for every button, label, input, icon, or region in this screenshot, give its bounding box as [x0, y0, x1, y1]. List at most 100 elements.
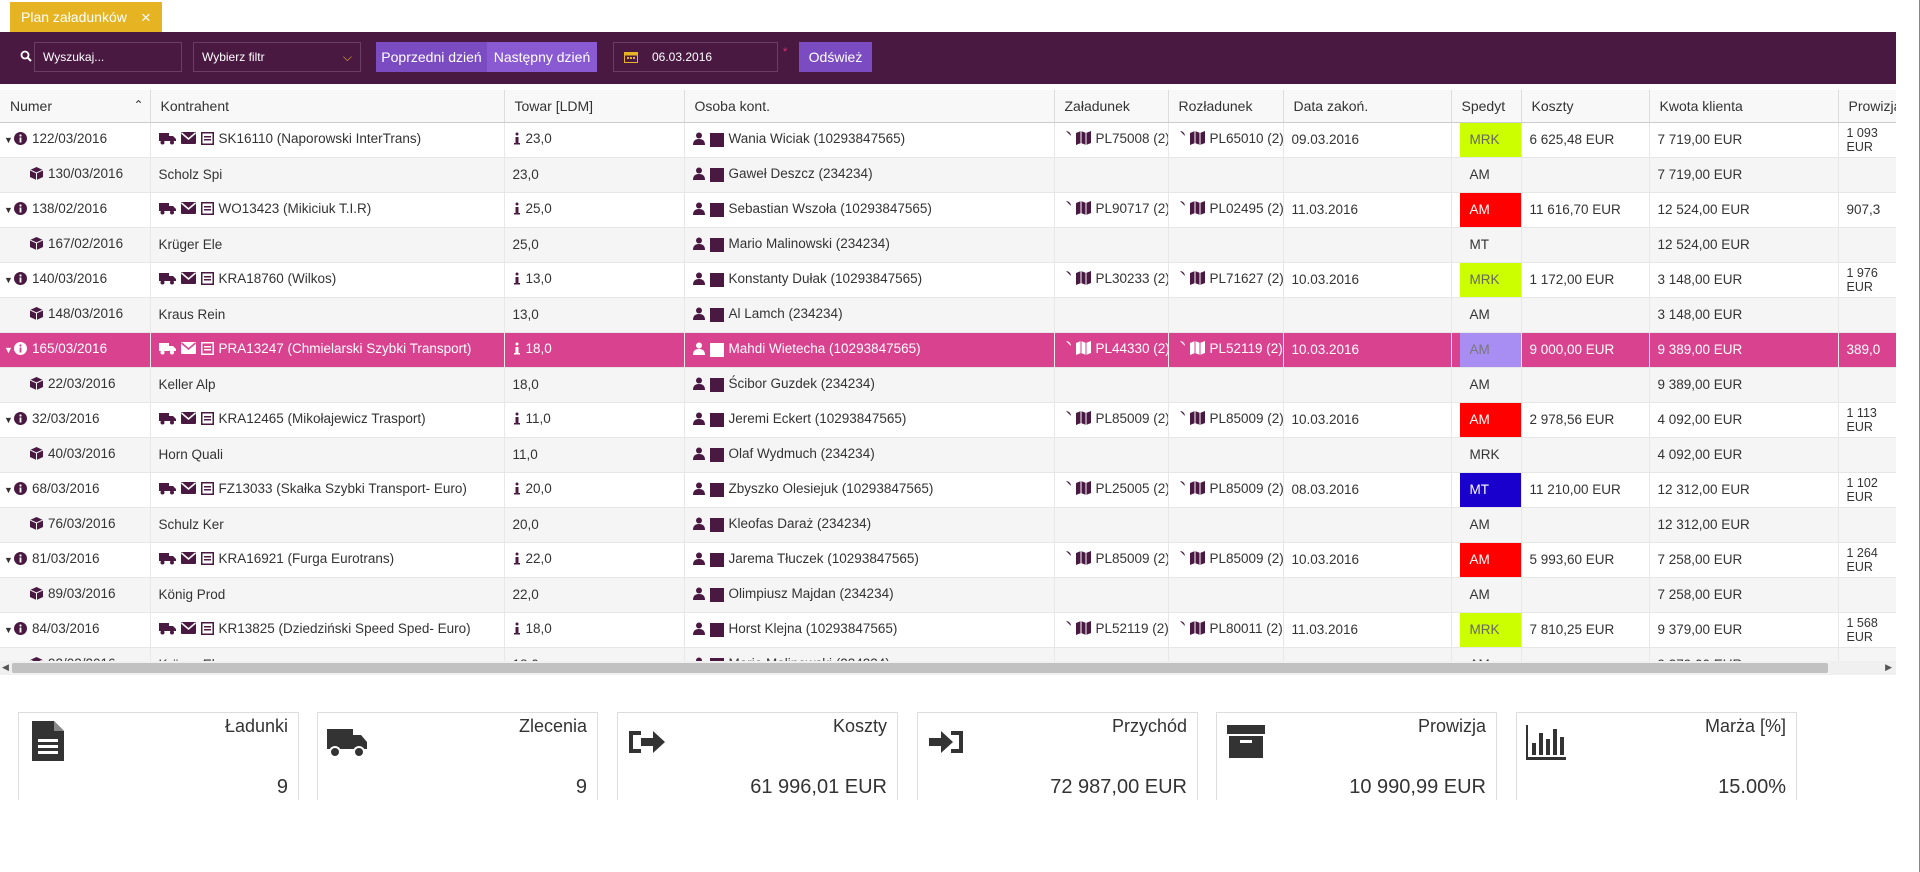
commission: 1 976 — [1846, 265, 1878, 280]
expand-toggle-icon[interactable]: ▼ — [4, 485, 13, 496]
next-day-button[interactable]: Następny dzień — [487, 42, 597, 72]
table-row-child[interactable]: 89/03/2016 König Prod 22,0 Olimpiusz Majdan… — [0, 577, 1896, 613]
refresh-button[interactable]: Odśwież — [799, 42, 872, 72]
cell-kwota: 3 148,00 EUR — [1649, 297, 1839, 333]
col-header-osoba[interactable]: Osoba kont. — [684, 90, 1055, 123]
cell-kontrahent: KR13825 (Dziedziński Speed Sped- Euro) — [150, 612, 505, 648]
box-icon — [29, 516, 44, 533]
col-header-kontrahent[interactable]: Kontrahent — [150, 90, 505, 123]
col-header-rozladunek[interactable]: Rozładunek — [1168, 90, 1284, 123]
scroll-right-icon[interactable]: ▶ — [1885, 662, 1892, 672]
row-number: 81/03/2016 — [32, 551, 100, 567]
expand-toggle-icon[interactable]: ▼ — [4, 555, 13, 566]
cell-prowizja — [1838, 297, 1896, 333]
col-header-data[interactable]: Data zakoń. — [1283, 90, 1452, 123]
search-input[interactable] — [34, 42, 182, 72]
table-row[interactable]: ▼ 165/03/2016 PRA13247 (Chmielarski Szybki… — [0, 332, 1896, 368]
tab-close-icon[interactable]: × — [140, 7, 151, 27]
table-row[interactable]: ▼ 81/03/2016 KRA16921 (Furga Eurotrans) 22,… — [0, 542, 1896, 578]
table-row[interactable]: ▼ 138/02/2016 WO13423 (Mikiciuk T.I.R) 25,0… — [0, 192, 1896, 228]
col-header-numer[interactable]: Numer ⌃ — [0, 90, 151, 123]
contractor: KRA16921 (Furga Eurotrans) — [218, 551, 395, 567]
cell-spedyt: AM — [1451, 192, 1522, 228]
truck-icon — [327, 719, 367, 763]
table-row[interactable]: ▼ 32/03/2016 KRA12465 (Mikołajewicz Traspo… — [0, 402, 1896, 438]
user-icon — [692, 377, 705, 393]
date-field[interactable]: 06.03.2016 — [613, 42, 778, 72]
sort-up-icon[interactable]: ⌃ — [133, 98, 144, 112]
cell-kwota: 7 258,00 EUR — [1649, 577, 1839, 613]
scroll-left-icon[interactable]: ◀ — [2, 662, 9, 672]
cell-numer: 148/03/2016 — [0, 297, 151, 333]
map-marker-icon — [1061, 411, 1071, 428]
cell-prowizja — [1838, 157, 1896, 193]
prev-day-button[interactable]: Poprzedni dzień — [376, 42, 487, 72]
search-icon — [20, 50, 32, 62]
contact-person: Jarema Tłuczek (10293847565) — [728, 551, 919, 567]
commission: 1 113 — [1846, 405, 1877, 420]
cell-prowizja — [1838, 507, 1896, 543]
forwarder-badge: AM — [1469, 516, 1490, 532]
col-header-towar[interactable]: Towar [LDM] — [504, 90, 685, 123]
expand-toggle-icon[interactable]: ▼ — [4, 345, 13, 356]
cell-prowizja — [1838, 577, 1896, 613]
table-row[interactable]: ▼ 122/03/2016 SK16110 (Naporowski InterTra… — [0, 122, 1896, 158]
cell-rozladunek — [1168, 577, 1284, 613]
box-icon — [29, 376, 44, 393]
map-icon — [1075, 271, 1091, 288]
map-icon — [1189, 481, 1205, 498]
col-header-koszty[interactable]: Koszty — [1521, 90, 1650, 123]
table-row[interactable]: ▼ 84/03/2016 KR13825 (Dziedziński Speed Sp… — [0, 612, 1896, 648]
expand-toggle-icon[interactable]: ▼ — [4, 135, 13, 146]
summary-value: 15.00% — [1718, 776, 1786, 798]
cell-kwota: 7 719,00 EUR — [1649, 157, 1839, 193]
end-date: 11.03.2016 — [1291, 202, 1359, 217]
col-header-zaladunek[interactable]: Załadunek — [1054, 90, 1169, 123]
cell-koszty — [1521, 507, 1650, 543]
info-icon — [14, 341, 27, 358]
map-marker-icon — [1175, 341, 1185, 358]
expand-toggle-icon[interactable]: ▼ — [4, 275, 13, 286]
client-amount: 3 148,00 EUR — [1657, 307, 1743, 322]
cell-zaladunek — [1054, 437, 1169, 473]
tab-plan-zaladunkow[interactable]: Plan załadunków × — [10, 2, 162, 32]
contact-square-icon — [709, 272, 724, 287]
cell-data: 08.03.2016 — [1283, 472, 1452, 508]
row-number: 40/03/2016 — [48, 446, 116, 462]
client-amount: 12 312,00 EUR — [1657, 482, 1750, 497]
table-row-child[interactable]: 167/02/2016 Krüger Ele 25,0 Mario Malinowsk… — [0, 227, 1896, 263]
envelope-icon — [180, 342, 196, 357]
filter-select[interactable]: Wybierz filtr ⌵ — [193, 42, 361, 72]
summary-title: Koszty — [832, 716, 887, 736]
table-row-child[interactable]: 22/03/2016 Keller Alp 18,0 Ścibor Guzdek (2… — [0, 367, 1896, 403]
map-icon — [1075, 341, 1091, 358]
document-icon — [28, 719, 68, 763]
expand-toggle-icon[interactable]: ▼ — [4, 625, 13, 636]
info-i-icon — [513, 272, 521, 288]
expand-toggle-icon[interactable]: ▼ — [4, 415, 13, 426]
table-row-child[interactable]: 76/03/2016 Schulz Ker 20,0 Kleofas Daraż (2… — [0, 507, 1896, 543]
user-icon — [692, 622, 705, 638]
loading-place: PL52119 (2) — [1095, 621, 1168, 637]
row-number: 165/03/2016 — [32, 341, 108, 357]
contact-person: Ścibor Guzdek (234234) — [728, 376, 875, 392]
client-amount: 3 148,00 EUR — [1657, 272, 1743, 287]
expand-toggle-icon[interactable]: ▼ — [4, 205, 13, 216]
table-row[interactable]: ▼ 68/03/2016 FZ13033 (Skałka Szybki Transp… — [0, 472, 1896, 508]
grid-header: Numer ⌃ Kontrahent Towar [LDM] Osoba kont… — [0, 90, 1896, 123]
forwarder-badge: AM — [1469, 376, 1490, 392]
table-row-child[interactable]: 148/03/2016 Kraus Rein 13,0 Al Lamch (23423… — [0, 297, 1896, 333]
user-icon — [692, 167, 705, 183]
truck-icon — [158, 202, 176, 218]
col-header-kwota[interactable]: Kwota klienta — [1649, 90, 1839, 123]
col-header-prowizja[interactable]: Prowizja — [1838, 90, 1896, 123]
table-row-child[interactable]: 130/03/2016 Scholz Spi 23,0 Gaweł Deszcz (2… — [0, 157, 1896, 193]
end-date: 10.03.2016 — [1291, 552, 1360, 567]
scrollbar-thumb[interactable] — [12, 663, 1828, 673]
cell-osoba: Zbyszko Olesiejuk (10293847565) — [684, 472, 1055, 508]
table-row-child[interactable]: 40/03/2016 Horn Quali 11,0 Olaf Wydmuch (23… — [0, 437, 1896, 473]
col-header-spedyt[interactable]: Spedyt — [1451, 90, 1522, 123]
table-row[interactable]: ▼ 140/03/2016 KRA18760 (Wilkos) 13,0 Konstan… — [0, 262, 1896, 298]
horizontal-scrollbar[interactable]: ◀ ▶ — [0, 661, 1896, 675]
cell-towar: 22,0 — [504, 577, 685, 613]
